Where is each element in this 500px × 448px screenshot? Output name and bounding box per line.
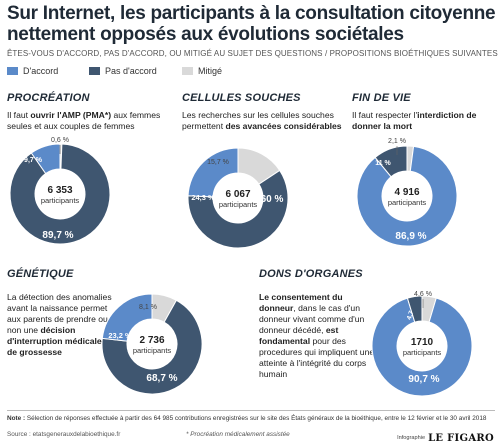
divider [7,410,495,411]
slice-pas-accord [374,145,408,178]
value-label-pas-accord: 68,7 % [146,373,177,384]
slice-pas-accord [406,295,423,323]
credit: Infographie LE FIGARO [397,428,494,446]
value-label-mitige: 2,1 % [388,138,406,145]
legend-swatch-pas-accord [89,67,100,75]
participants-count: 4 916 [394,187,419,198]
participants-label: participants [403,348,442,357]
panel-title-cellules-souches: CELLULES SOUCHES [182,92,301,104]
legend-swatch-accord [7,67,18,75]
legend-swatch-mitige [182,67,193,75]
participants-label: participants [41,196,80,205]
panel-text-dons-organes: Le consentement du donneur, dans le cas … [259,292,375,379]
value-label-accord: 24,3 % [191,193,215,202]
panel-title-genetique: GÉNÉTIQUE [7,268,74,280]
panel-title-fin-de-vie: FIN DE VIE [352,92,411,104]
participants-count: 2 736 [139,335,164,346]
slice-pas-accord [9,143,111,245]
question-subtitle: ÊTES-VOUS D'ACCORD, PAS D'ACCORD, OU MIT… [7,49,500,58]
page-title: Sur Internet, les participants à la cons… [7,3,496,45]
participants-count: 6 353 [47,185,72,196]
panel-title-procreation: PROCRÉATION [7,92,90,104]
source: Source : etatsgenerauxdelabioethique.fr [7,431,121,438]
legend-label-mitige: Mitigé [198,66,223,76]
value-label-pas-accord: 60 % [261,194,284,205]
legend-label-pas-accord: Pas d'accord [105,66,157,76]
slice-pas-accord [101,299,203,395]
participants-label: participants [219,200,258,209]
panel-text-cellules-souches: Les recherches sur les cellules souches … [182,110,342,131]
footnote: Note : Sélection de réponses effectuée à… [7,415,497,422]
value-label-pas-accord: 89,7 % [42,230,73,241]
value-label-accord: 90,7 % [408,374,439,385]
value-label-mitige: 0,6 % [51,137,69,144]
legend-item-pas-accord: Pas d'accord [89,66,157,76]
slice-accord [101,293,153,342]
footnote-text: Sélection de réponses effectuée à partir… [26,415,487,422]
value-label-accord: 23,2 % [108,331,132,340]
le-figaro-logo: LE FIGARO [428,433,494,444]
panel-text-procreation: Il faut ouvrir l'AMP (PMA*) aux femmes s… [7,110,161,131]
value-label-mitige: 4,6 % [414,291,432,298]
legend-item-mitige: Mitigé [182,66,222,76]
slice-accord [356,145,458,247]
participants-label: participants [388,198,427,207]
footnote-label: Note : [7,415,26,422]
value-label-accord: 86,9 % [395,231,426,242]
slice-accord [30,143,61,175]
panel-text-genetique: La détection des anomalies avant la nais… [7,292,112,357]
participants-count: 1710 [411,337,434,348]
value-label-pas-accord: 4,7 [406,310,416,321]
slice-accord [371,297,473,397]
participants-label: participants [133,346,172,355]
slice-accord [187,147,239,198]
value-label-mitige: 15,7 % [207,159,229,166]
value-label-accord: 9,7 % [24,157,43,164]
slice-pas-accord [187,169,289,249]
star-note: * Procréation médicalement assistée [186,431,290,438]
credit-label: Infographie [397,435,426,441]
legend-item-accord: D'accord [7,66,58,76]
panel-text-fin-de-vie: Il faut respecter l'interdiction de donn… [352,110,477,131]
value-label-mitige: 8,1 % [139,304,157,311]
legend-label-accord: D'accord [23,66,59,76]
panel-title-dons-organes: DONS D'ORGANES [259,268,363,280]
value-label-pas-accord: 11 % [375,160,391,167]
participants-count: 6 067 [225,189,250,200]
